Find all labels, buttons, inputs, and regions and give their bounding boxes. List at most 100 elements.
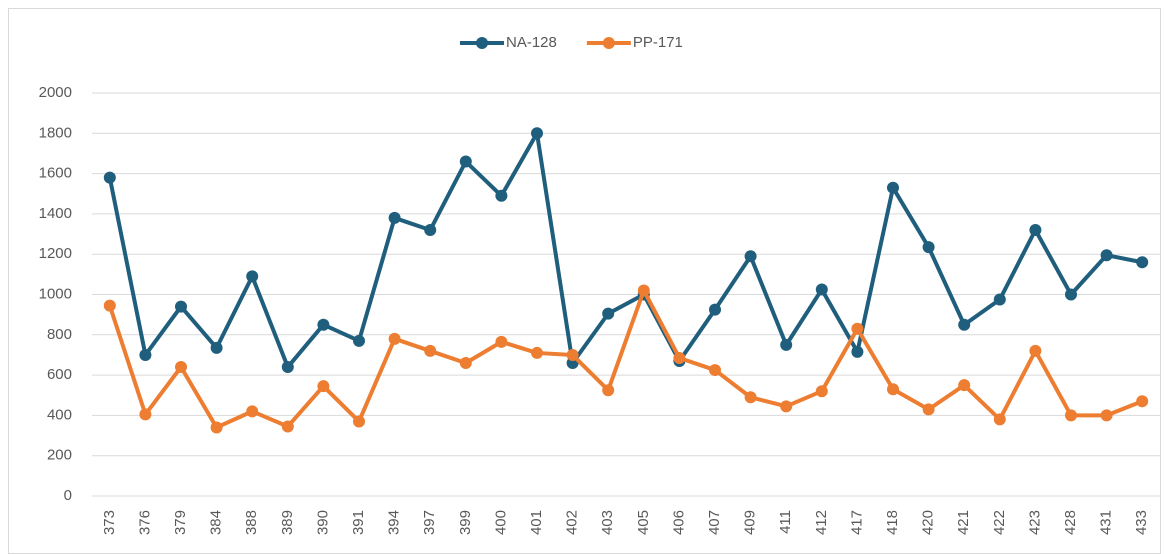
data-point [993,293,1006,306]
data-point [388,211,401,224]
x-tick-label: 418 [884,510,901,535]
y-tick-label: 1000 [39,285,72,302]
legend-label: PP-171 [633,34,683,51]
data-point [210,341,223,354]
y-tick-label: 200 [47,447,72,464]
data-point [815,385,828,398]
x-tick-label: 405 [635,510,652,535]
legend-marker [476,37,488,49]
x-tick-label: 421 [955,510,972,535]
data-point [1029,224,1042,237]
series-line [107,288,1143,430]
data-point [851,322,864,335]
data-point [887,181,899,194]
x-tick-label: 403 [599,510,616,535]
data-point [531,127,543,140]
data-point [246,270,259,283]
data-point [1065,409,1077,422]
legend-item: NA-128 [460,34,557,51]
data-point [709,303,721,316]
data-point [958,379,971,392]
data-point [281,420,294,433]
x-tick-label: 384 [208,510,225,535]
y-tick-label: 2000 [39,84,72,101]
x-tick-label: 407 [706,510,723,535]
x-tick-label: 412 [813,510,830,535]
data-point [424,344,437,357]
x-tick-label: 401 [528,510,545,535]
data-point [922,403,935,416]
data-point [602,307,615,320]
data-point [602,384,615,397]
chart-border [8,8,1161,554]
data-point [495,189,508,202]
y-tick-label: 1600 [39,165,72,182]
data-point [281,361,294,374]
x-tick-label: 431 [1098,510,1115,535]
data-point [353,415,365,428]
data-point [887,383,899,396]
series-line [107,131,1143,370]
data-point [103,299,116,312]
legend-item: PP-171 [586,34,683,51]
data-point [459,357,472,370]
y-tick-label: 800 [47,326,72,343]
data-point [1136,256,1149,269]
data-point [139,348,152,361]
data-point [495,335,508,348]
data-point [566,348,579,361]
data-point [317,380,330,393]
data-point [1065,288,1077,301]
data-point [531,346,543,359]
data-point [993,413,1006,426]
data-point [317,318,330,331]
x-tick-label: 420 [920,510,937,535]
x-tick-label: 400 [492,510,509,535]
data-point [1136,395,1149,408]
x-tick-label: 397 [421,510,438,535]
x-tick-label: 399 [457,510,474,535]
legend-label: NA-128 [506,34,557,51]
data-point [744,250,757,263]
data-point [175,361,187,374]
data-point [922,241,935,254]
data-point [851,345,864,358]
x-tick-label: 428 [1062,510,1079,535]
data-point [246,405,259,418]
x-tick-label: 409 [742,510,759,535]
x-tick-label: 422 [991,510,1008,535]
x-tick-label: 423 [1026,510,1043,535]
x-tick-label: 417 [848,510,865,535]
x-tick-label: 391 [350,510,367,535]
x-tick-label: 379 [172,510,189,535]
data-point [744,391,757,404]
data-point [1100,249,1113,262]
data-point [459,155,472,168]
y-tick-label: 1400 [39,205,72,222]
data-point [780,400,793,413]
data-point [637,284,650,297]
y-tick-label: 0 [64,487,72,504]
data-point [388,332,401,345]
data-point [673,351,686,364]
x-tick-label: 411 [777,510,794,534]
data-point [139,408,152,421]
x-tick-label: 389 [279,510,296,535]
y-tick-label: 1800 [39,124,72,141]
data-point [815,283,828,296]
x-tick-label: 373 [101,510,118,535]
data-point [958,318,971,331]
data-point [210,421,223,434]
y-tick-label: 600 [47,366,72,383]
x-tick-label: 376 [136,510,153,535]
x-tick-label: 433 [1133,510,1150,535]
x-tick-label: 388 [243,510,260,535]
data-point [709,364,721,377]
legend-marker [602,37,615,49]
y-tick-label: 400 [47,406,72,423]
data-point [1029,344,1042,357]
x-tick-label: 390 [314,510,331,535]
data-point [175,300,187,313]
